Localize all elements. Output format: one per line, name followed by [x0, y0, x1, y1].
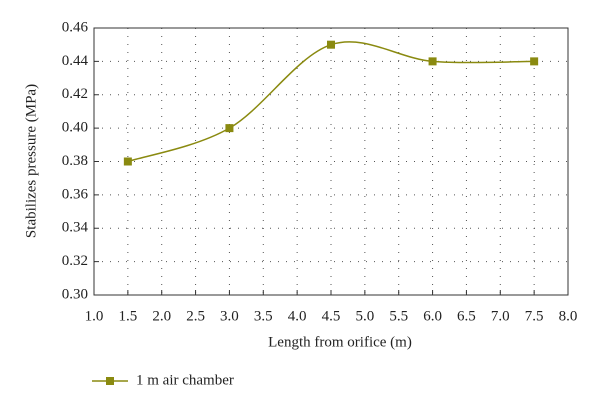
y-tick-label: 0.40 [62, 120, 88, 136]
y-tick-label: 0.30 [62, 286, 88, 302]
x-tick-label: 5.5 [389, 308, 408, 324]
y-tick-label: 0.42 [62, 86, 88, 102]
x-tick-label: 4.0 [288, 308, 307, 324]
x-tick-label: 8.0 [559, 308, 578, 324]
y-tick-label: 0.32 [62, 253, 88, 269]
y-tick-label: 0.46 [62, 19, 89, 35]
x-tick-label: 2.0 [152, 308, 171, 324]
plot-frame [93, 27, 569, 296]
x-tick-label: 3.0 [220, 308, 239, 324]
point-marker [428, 57, 437, 66]
point-marker [225, 124, 234, 133]
y-tick-label: 0.38 [62, 153, 88, 169]
y-tick-label: 0.44 [62, 53, 89, 69]
x-tick-label: 6.0 [423, 308, 442, 324]
x-axis-label: Length from orifice (m) [268, 334, 412, 350]
legend-marker [106, 377, 114, 385]
x-tick-label: 1.5 [118, 308, 137, 324]
x-tick-label: 7.5 [525, 308, 544, 324]
x-tick-label: 3.5 [254, 308, 273, 324]
legend-label: 1 m air chamber [136, 372, 234, 388]
y-tick-label: 0.34 [62, 220, 89, 236]
x-tick-label: 6.5 [457, 308, 476, 324]
x-tick-label: 2.5 [186, 308, 205, 324]
x-tick-label: 1.0 [85, 308, 104, 324]
x-tick-label: 7.0 [491, 308, 510, 324]
point-marker [123, 157, 132, 166]
x-tick-label: 4.5 [322, 308, 341, 324]
y-axis-label: Stabilizes pressure (MPa) [23, 84, 39, 238]
x-tick-label: 5.0 [355, 308, 374, 324]
point-marker [327, 40, 335, 49]
series-line [127, 41, 535, 163]
y-tick-label: 0.36 [62, 186, 89, 202]
point-marker [530, 57, 539, 66]
